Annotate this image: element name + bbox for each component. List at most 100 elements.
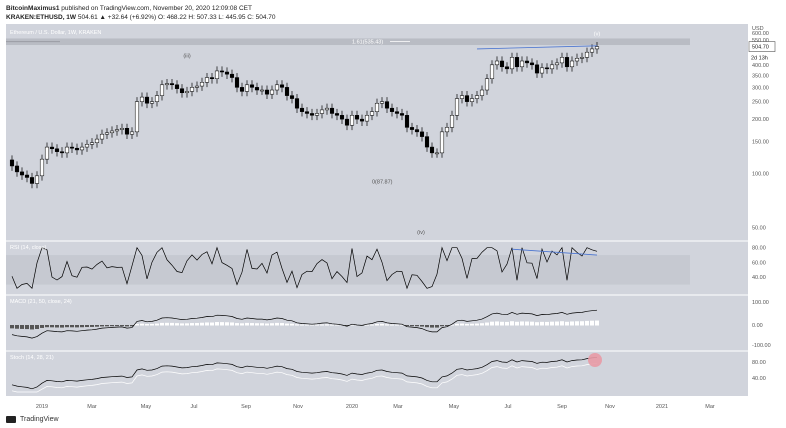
macd-histogram-bar xyxy=(285,323,289,326)
candle-body xyxy=(384,101,390,109)
macd-histogram-bar xyxy=(420,325,424,327)
macd-histogram-bar xyxy=(95,325,99,327)
candle-body xyxy=(319,109,325,114)
macd-histogram-bar xyxy=(415,325,419,327)
macd-histogram-bar xyxy=(365,324,369,326)
candle-body xyxy=(139,96,145,102)
candle-body xyxy=(9,159,15,167)
macd-histogram-bar xyxy=(185,323,189,326)
macd-histogram-bar xyxy=(245,322,249,326)
macd-histogram-bar xyxy=(290,323,294,326)
candle-body xyxy=(119,128,125,130)
macd-histogram-bar xyxy=(410,325,414,327)
macd-histogram-bar xyxy=(280,323,284,326)
candle-body xyxy=(409,127,415,130)
candle-body xyxy=(84,144,90,148)
macd-histogram-bar xyxy=(490,321,494,326)
candle-body xyxy=(499,60,505,68)
macd-histogram-bar xyxy=(465,323,469,326)
candle-body xyxy=(144,96,150,104)
candle-body xyxy=(364,115,370,122)
candle-body xyxy=(464,95,470,102)
macd-histogram-bar xyxy=(500,321,504,326)
candle-body xyxy=(39,158,45,177)
candle-body xyxy=(214,70,220,79)
candle-body xyxy=(154,95,160,102)
candle-body xyxy=(344,118,350,126)
macd-histogram-bar xyxy=(525,321,529,326)
candle-body xyxy=(294,98,300,109)
candle-body xyxy=(459,95,465,99)
macd-histogram-bar xyxy=(180,323,184,326)
candle-body xyxy=(64,146,70,154)
price-tick-label: 300.00 xyxy=(752,85,769,91)
candle-body xyxy=(579,57,585,59)
candle-body xyxy=(584,51,590,58)
macd-histogram-bar xyxy=(240,323,244,326)
time-axis-label: Sep xyxy=(241,404,251,410)
candle-body xyxy=(209,77,215,79)
macd-histogram-bar xyxy=(380,323,384,326)
candle-body xyxy=(289,95,295,99)
price-tick-label: 600.00 xyxy=(752,31,769,37)
candle-body xyxy=(399,113,405,116)
candle-body xyxy=(389,107,395,112)
macd-histogram-bar xyxy=(460,323,464,326)
candle-body xyxy=(484,78,490,91)
macd-histogram-bar xyxy=(400,324,404,326)
macd-histogram-bar xyxy=(70,325,74,328)
candle-body xyxy=(244,84,250,92)
macd-histogram-bar xyxy=(570,321,574,326)
candle-body xyxy=(194,85,200,88)
macd-histogram-bar xyxy=(100,325,104,327)
macd-histogram-bar xyxy=(150,323,154,326)
plot-background xyxy=(6,24,748,396)
macd-histogram-bar xyxy=(50,325,54,328)
candle-body xyxy=(169,83,175,86)
macd-histogram-bar xyxy=(275,322,279,326)
candle-body xyxy=(394,111,400,114)
macd-histogram-bar xyxy=(190,323,194,326)
author-name[interactable]: BitcoinMaximus1 xyxy=(6,5,60,12)
candle-body xyxy=(474,95,480,99)
macd-histogram-bar xyxy=(30,325,34,330)
candle-body xyxy=(109,130,115,134)
candle-body xyxy=(49,146,55,150)
candle-body xyxy=(219,70,225,73)
macd-histogram-bar xyxy=(20,325,24,329)
candles xyxy=(9,42,600,189)
time-axis-label: Jul xyxy=(190,404,197,410)
candle-body xyxy=(249,84,255,88)
candle-body xyxy=(164,83,170,86)
candle-body xyxy=(239,87,245,92)
candle-body xyxy=(329,107,335,114)
candle-body xyxy=(189,87,195,92)
macd-histogram-bar xyxy=(475,323,479,326)
macd-histogram-bar xyxy=(135,323,139,326)
candle-body xyxy=(334,113,340,116)
candle-body xyxy=(314,113,320,116)
macd-histogram-bar xyxy=(375,324,379,326)
candle-body xyxy=(204,77,210,83)
candle-body xyxy=(449,115,455,128)
candle-body xyxy=(469,98,475,102)
ohlc-values: 504.61 ▲ +32.64 (+6.92%) O: 468.22 H: 50… xyxy=(77,14,276,21)
candle-body xyxy=(519,60,525,68)
time-axis-label: Jul xyxy=(504,404,511,410)
rsi-line xyxy=(11,246,598,290)
macd-histogram-bar xyxy=(60,325,64,328)
candle-body xyxy=(419,131,425,137)
candle-body xyxy=(179,88,185,94)
candle-body xyxy=(124,128,130,135)
footer-brand[interactable]: TradingView xyxy=(20,416,59,423)
macd-histogram-bar xyxy=(195,322,199,326)
macd-histogram-bar xyxy=(430,325,434,328)
macd-histogram-bar xyxy=(85,325,89,328)
time-axis-label: Mar xyxy=(393,404,403,410)
macd-histogram-bar xyxy=(215,322,219,326)
candle-body xyxy=(54,148,60,152)
candle-body xyxy=(44,146,50,160)
macd-histogram-bar xyxy=(455,323,459,326)
macd-histogram-bar xyxy=(520,321,524,326)
price-chart[interactable]: 600.00550.00500.00450.00400.00350.00300.… xyxy=(0,24,786,416)
